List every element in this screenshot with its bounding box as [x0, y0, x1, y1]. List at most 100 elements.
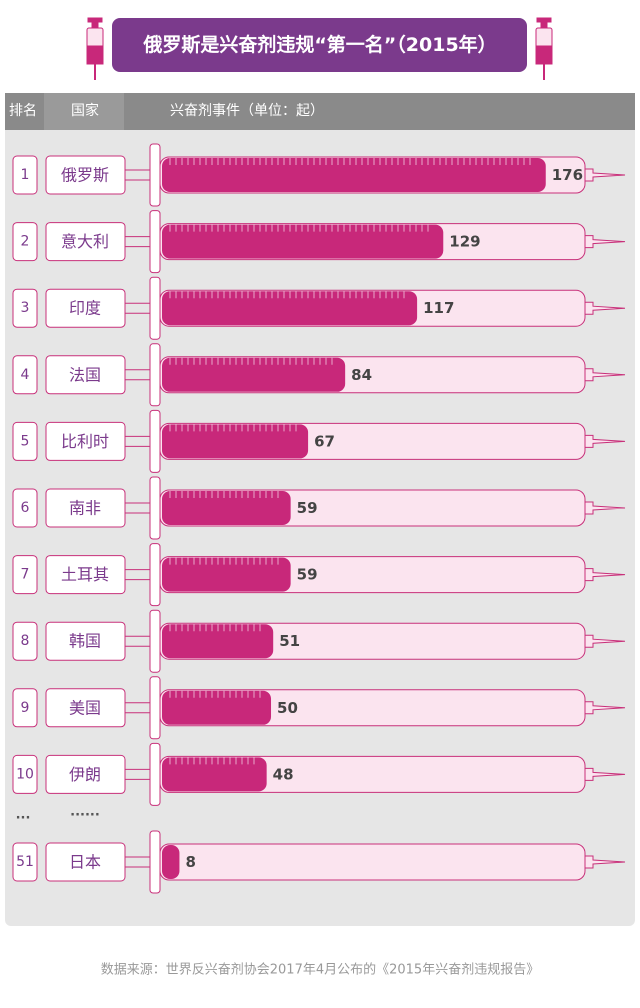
value-label: 129: [449, 233, 480, 251]
rank-label: 51: [16, 854, 34, 870]
title-box: [112, 18, 527, 72]
rank-box: [12, 155, 38, 195]
rank-box: [12, 488, 38, 528]
needle: [584, 301, 626, 315]
needle: [584, 767, 626, 781]
country-box: [45, 222, 126, 262]
country-box: [45, 355, 126, 395]
plunger: [149, 742, 161, 806]
bar: [162, 491, 291, 525]
country-box: [45, 488, 126, 528]
country-label: 意大利: [61, 232, 109, 251]
header-cell: [44, 93, 124, 130]
plunger: [149, 343, 161, 407]
rank-label: 1: [21, 167, 30, 183]
source-note: 数据来源：世界反兴奋剂协会2017年4月公布的《2015年兴奋剂违规报告》: [101, 962, 539, 978]
country-label: 土耳其: [61, 565, 109, 584]
plunger: [149, 143, 161, 207]
country-box: [45, 555, 126, 595]
plunger: [149, 609, 161, 673]
country-label: 印度: [69, 299, 101, 318]
needle: [584, 168, 626, 182]
rank-label: 7: [21, 567, 30, 583]
rank-box: [12, 621, 38, 661]
country-label: 俄罗斯: [61, 166, 109, 185]
country-box: [45, 155, 126, 195]
bar: [162, 158, 546, 192]
plunger: [149, 409, 161, 473]
value-label: 84: [351, 366, 372, 384]
rank-label: 2: [21, 234, 30, 250]
country-box: [45, 688, 126, 728]
needle: [584, 434, 626, 448]
plunger: [149, 210, 161, 274]
value-label: 51: [279, 632, 300, 650]
needle: [584, 568, 626, 582]
rank-box: [12, 555, 38, 595]
needle: [584, 235, 626, 249]
value-label: 59: [297, 566, 318, 584]
chart-title: 俄罗斯是兴奋剂违规“第一名”（2015年）: [142, 33, 496, 56]
needle: [584, 701, 626, 715]
rank-box: [12, 688, 38, 728]
value-label: 117: [423, 299, 454, 317]
value-label: 67: [314, 432, 335, 450]
country-box: [45, 754, 126, 794]
gap-rank: ...: [16, 808, 31, 823]
rank-label: 6: [21, 500, 30, 516]
rank-label: 4: [21, 367, 30, 383]
rank-label: 10: [16, 766, 34, 782]
barrel: [159, 843, 586, 881]
value-header: 兴奋剂事件（单位：起）: [170, 103, 324, 119]
needle: [584, 634, 626, 648]
needle: [584, 368, 626, 382]
country-box: [45, 288, 126, 328]
rank-box: [12, 355, 38, 395]
needle: [584, 855, 626, 869]
bar: [162, 424, 309, 459]
value-label: 59: [297, 499, 318, 517]
country-box: [45, 421, 126, 461]
plunger: [149, 830, 161, 894]
country-label: 日本: [69, 853, 101, 872]
rank-header: 排名: [9, 103, 37, 119]
rank-label: 8: [21, 633, 30, 649]
country-label: 法国: [69, 365, 101, 384]
country-label: 美国: [69, 698, 101, 717]
plunger: [149, 676, 161, 740]
country-header: 国家: [71, 102, 99, 119]
syringe-icon: [86, 17, 553, 80]
country-label: 韩国: [69, 632, 101, 651]
country-box: [45, 842, 126, 882]
bar: [162, 690, 272, 725]
value-label: 176: [552, 166, 583, 184]
bar: [162, 557, 291, 592]
country-label: 伊朗: [69, 765, 101, 784]
bar: [162, 357, 346, 392]
rank-box: [12, 754, 38, 794]
value-label: 48: [273, 765, 294, 783]
rank-box: [12, 288, 38, 328]
rank-label: 3: [21, 300, 30, 316]
rank-label: 9: [21, 700, 30, 716]
bar: [162, 757, 267, 792]
bar: [162, 845, 180, 879]
rank-box: [12, 842, 38, 882]
bar: [162, 224, 444, 259]
rank-label: 5: [21, 433, 30, 449]
rank-box: [12, 222, 38, 262]
rank-box: [12, 421, 38, 461]
plunger: [149, 276, 161, 340]
bar: [162, 624, 274, 659]
country-box: [45, 621, 126, 661]
value-label: 50: [277, 699, 298, 717]
gap-country: ......: [70, 805, 100, 820]
country-label: 南非: [69, 499, 101, 518]
value-label: 8: [185, 853, 195, 871]
country-label: 比利时: [61, 432, 109, 451]
bar: [162, 291, 418, 326]
needle: [584, 501, 626, 515]
plunger: [149, 543, 161, 607]
